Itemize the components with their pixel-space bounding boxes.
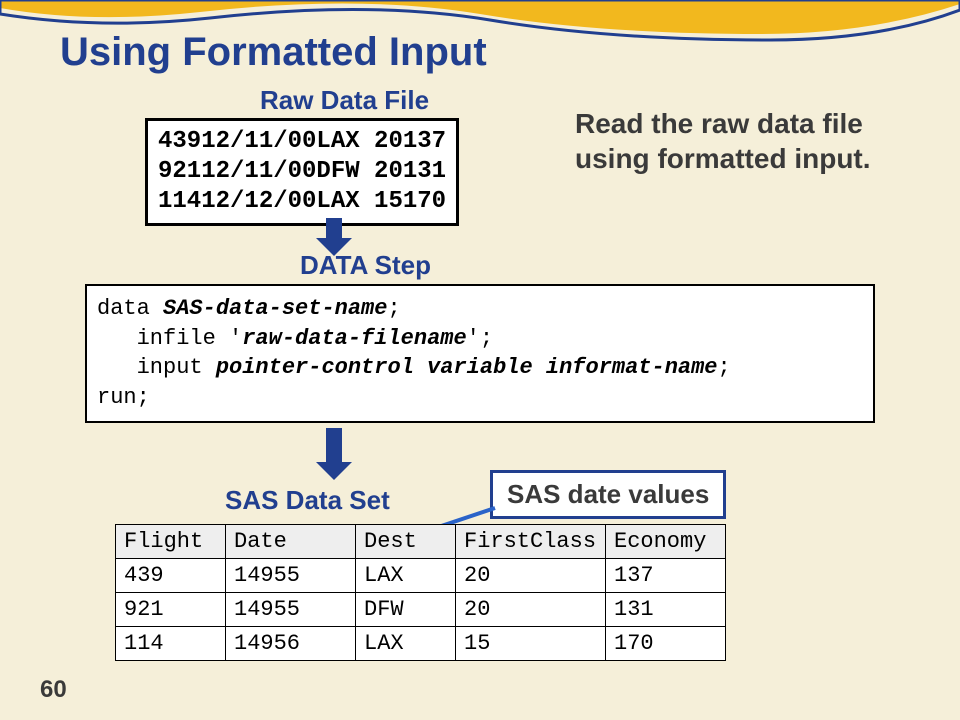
code-line: data SAS-data-set-name; [97,294,863,324]
arrow-down-icon [326,428,342,464]
description-text: Read the raw data file using formatted i… [575,106,915,176]
sas-data-set-label: SAS Data Set [225,485,390,516]
raw-line: 11412/12/00LAX 15170 [158,188,446,215]
table-row: 439 14955 LAX 20 137 [116,559,726,593]
data-step-label: DATA Step [300,250,431,281]
col-header: Dest [356,525,456,559]
page-number: 60 [40,676,67,704]
arrow-head-icon [316,462,352,480]
code-box: data SAS-data-set-name; infile 'raw-data… [85,284,875,423]
callout-box: SAS date values [490,470,726,519]
raw-line: 43912/11/00LAX 20137 [158,128,446,155]
col-header: Flight [116,525,226,559]
raw-data-label: Raw Data File [260,85,429,116]
raw-line: 92112/11/00DFW 20131 [158,158,446,185]
table-row: 921 14955 DFW 20 131 [116,593,726,627]
table-header-row: Flight Date Dest FirstClass Economy [116,525,726,559]
code-line: input pointer-control variable informat-… [97,353,863,383]
code-line: run; [97,383,863,413]
raw-data-box: 43912/11/00LAX 20137 92112/11/00DFW 2013… [145,118,459,226]
col-header: FirstClass [456,525,606,559]
sas-data-table: Flight Date Dest FirstClass Economy 439 … [115,524,726,661]
arrow-down-icon [326,218,342,240]
table-row: 114 14956 LAX 15 170 [116,627,726,661]
code-line: infile 'raw-data-filename'; [97,324,863,354]
page-title: Using Formatted Input [60,30,487,75]
col-header: Economy [606,525,726,559]
col-header: Date [226,525,356,559]
